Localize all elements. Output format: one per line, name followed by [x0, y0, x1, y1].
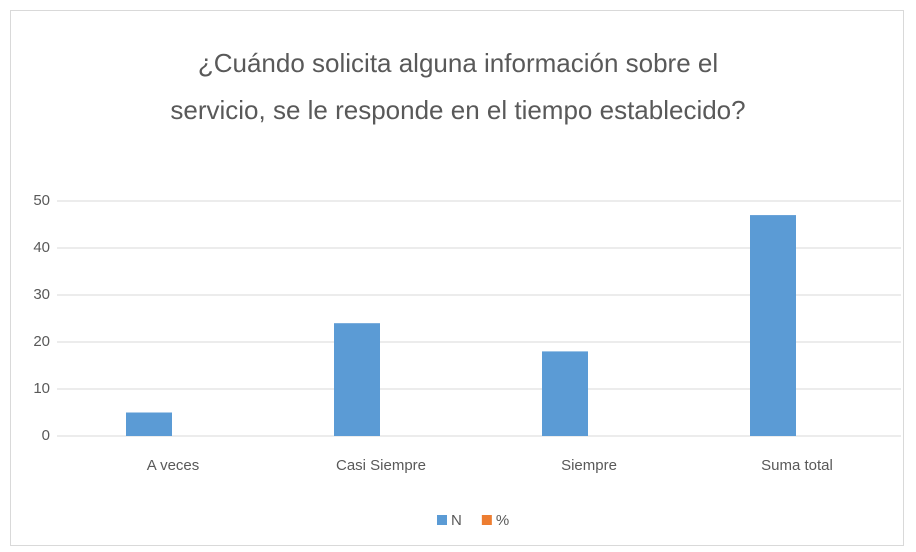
x-tick-label: Suma total	[761, 457, 833, 474]
bar	[750, 215, 796, 436]
y-tick-label: 10	[33, 380, 50, 397]
y-tick-label: 50	[33, 192, 50, 209]
legend-label: N	[451, 512, 462, 529]
y-tick-label: 20	[33, 333, 50, 350]
bar	[334, 323, 380, 436]
bar	[542, 351, 588, 436]
chart-frame	[10, 10, 904, 546]
legend-swatch	[481, 515, 492, 525]
chart-title: ¿Cuándo solicita alguna información sobr…	[170, 48, 746, 125]
y-tick-label: 40	[33, 239, 50, 256]
x-tick-label: Siempre	[561, 457, 617, 474]
legend-label: %	[496, 512, 509, 529]
y-tick-label: 0	[42, 427, 50, 444]
x-tick-label: Casi Siempre	[336, 457, 426, 474]
y-tick-label: 30	[33, 286, 50, 303]
bar	[126, 412, 172, 436]
x-tick-label: A veces	[147, 457, 200, 474]
legend-swatch	[437, 515, 447, 525]
